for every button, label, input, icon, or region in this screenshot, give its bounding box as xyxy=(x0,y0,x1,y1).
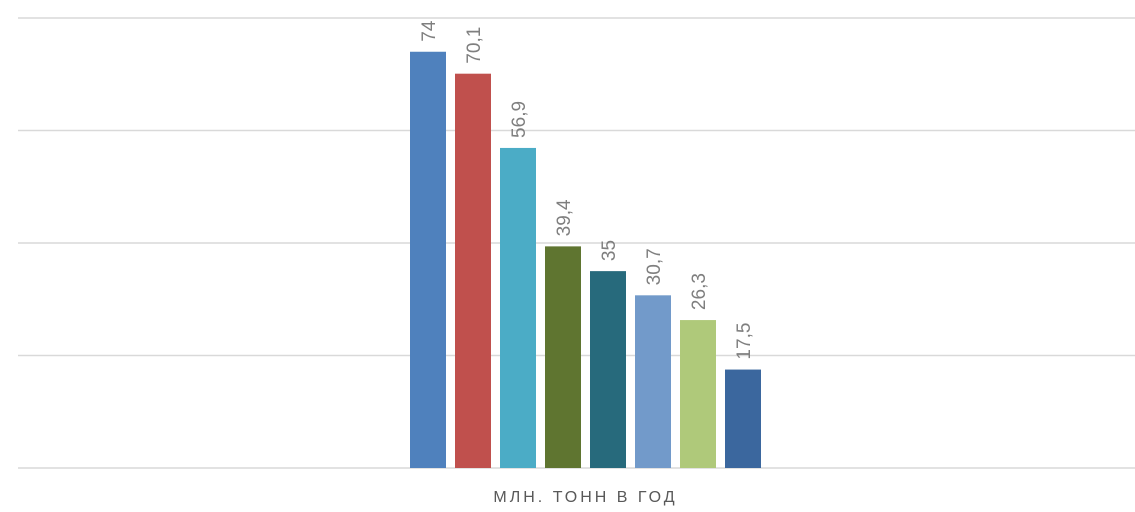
data-label: 70,1 xyxy=(464,27,485,64)
data-label: 56,9 xyxy=(509,101,530,138)
bar xyxy=(725,369,761,468)
data-label: 17,5 xyxy=(734,323,755,360)
bar xyxy=(455,73,491,468)
data-label: 30,7 xyxy=(644,248,665,285)
bar xyxy=(635,295,671,468)
bar xyxy=(500,147,536,468)
bars xyxy=(410,51,761,468)
data-label: 35 xyxy=(599,240,620,261)
data-label: 74 xyxy=(419,20,440,42)
data-label: 26,3 xyxy=(689,273,710,310)
bar xyxy=(590,271,626,468)
bar xyxy=(545,246,581,468)
data-labels: 74 70,1 56,9 39,4 35 30,7 26,3 17,5 xyxy=(419,20,755,359)
x-axis-label: МЛН. ТОНН В ГОД xyxy=(493,489,677,506)
bar xyxy=(410,51,446,468)
data-label: 39,4 xyxy=(554,199,575,236)
gridlines xyxy=(18,17,1135,469)
bar xyxy=(680,320,716,468)
